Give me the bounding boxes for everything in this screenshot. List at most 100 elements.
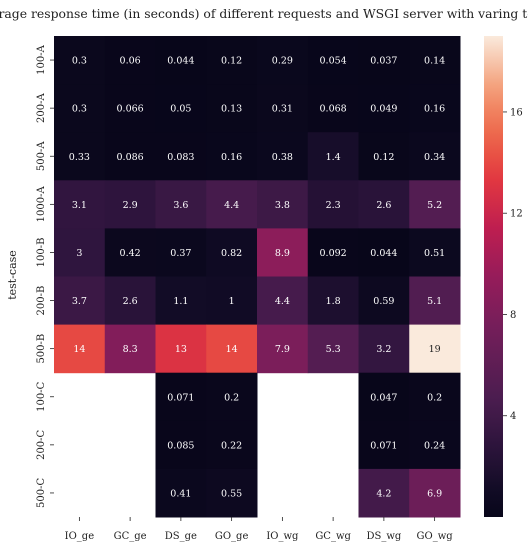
cell-value-label: 19 [429, 344, 441, 355]
heatmap-cell [104, 36, 156, 85]
cell-value-label: 0.3 [72, 56, 87, 67]
cell-value-label: 0.071 [167, 392, 194, 403]
cell-value-label: 0.05 [170, 104, 191, 115]
heatmap-cell [54, 132, 106, 181]
heatmap-cell [257, 180, 309, 229]
heatmap-cell [409, 276, 461, 326]
heatmap-cell [358, 276, 410, 326]
heatmap-cell [409, 36, 461, 85]
heatmap-cell [206, 84, 258, 133]
heatmap-cell [155, 228, 207, 277]
cell-value-label: 0.066 [117, 104, 144, 115]
cell-value-label: 0.092 [320, 248, 347, 259]
cell-value-label: 1.8 [326, 296, 341, 307]
heatmap-cell [257, 324, 309, 374]
cell-value-label: 0.2 [224, 392, 239, 403]
heatmap-cell [358, 420, 410, 470]
cell-value-label: 2.6 [376, 200, 391, 211]
heatmap-cell [358, 84, 410, 133]
heatmap-cell [104, 228, 156, 277]
cell-value-label: 0.16 [424, 104, 445, 115]
y-tick-label: 500-B [36, 334, 47, 364]
heatmap-cell [206, 372, 258, 422]
x-tick-label: DS_wg [366, 531, 401, 542]
heatmap-cell [155, 84, 207, 133]
y-tick-label: 500-C [36, 478, 47, 508]
cell-value-label: 0.55 [221, 488, 242, 499]
heatmap-cell [104, 180, 156, 229]
heatmap-cell [409, 324, 461, 374]
heatmap-cell [257, 84, 309, 133]
cell-value-label: 2.6 [123, 296, 138, 307]
x-tick-label: GO_wg [417, 531, 454, 542]
cell-value-label: 3.7 [72, 296, 87, 307]
y-tick-label: 100-A [36, 44, 47, 74]
heatmap-cell [307, 36, 359, 85]
cell-value-label: 0.086 [117, 152, 144, 163]
y-axis-label: test-case [6, 250, 19, 300]
heatmap-cell [54, 324, 106, 374]
heatmap-cell [257, 228, 309, 277]
heatmap-cell [155, 420, 207, 470]
y-tick-label: 200-B [36, 286, 47, 316]
colorbar-tick-label: 12 [510, 209, 523, 220]
cell-value-label: 4.4 [275, 296, 290, 307]
cell-value-label: 0.037 [370, 56, 397, 67]
heatmap-cell [206, 132, 258, 181]
heatmap-cell [409, 468, 461, 518]
cell-value-label: 0.085 [167, 440, 194, 451]
heatmap-cell [155, 180, 207, 229]
cell-value-label: 5.2 [427, 200, 442, 211]
y-tick-label: 100-B [36, 238, 47, 268]
cell-value-label: 0.38 [272, 152, 293, 163]
cell-value-label: 2.9 [123, 200, 138, 211]
cell-value-label: 1.4 [326, 152, 341, 163]
heatmap-cell [206, 420, 258, 470]
heatmap-cell [307, 276, 359, 326]
heatmap-cell [409, 420, 461, 470]
heatmap-cell [206, 180, 258, 229]
cell-value-label: 2.3 [326, 200, 341, 211]
heatmap-cell [358, 228, 410, 277]
cell-value-label: 0.34 [424, 152, 445, 163]
cell-value-label: 0.049 [370, 104, 397, 115]
cell-value-label: 14 [73, 344, 85, 355]
colorbar-tick-label: 16 [510, 107, 523, 118]
heatmap-cell [307, 180, 359, 229]
cell-value-label: 0.59 [373, 296, 394, 307]
cell-value-label: 3.1 [72, 200, 87, 211]
heatmap-cell [307, 84, 359, 133]
cell-value-label: 1 [229, 296, 235, 307]
chart-title: Average response time (in seconds) of di… [0, 6, 528, 21]
heatmap-cell [257, 36, 309, 85]
cell-value-label: 0.82 [221, 248, 242, 259]
colorbar-tick-label: 8 [510, 310, 516, 321]
heatmap-cell [54, 84, 106, 133]
heatmap-cell [54, 276, 106, 326]
colorbar [484, 36, 503, 517]
heatmap-cells: 0.3 0.06 0.044 0.12 0.29 0.054 0.037 0.14 0.3 0.0… [54, 36, 461, 518]
cell-value-label: 0.51 [424, 248, 445, 259]
cell-value-label: 0.22 [221, 440, 242, 451]
y-tick-label: 200-A [36, 93, 47, 123]
cell-value-label: 0.12 [373, 152, 394, 163]
cell-value-label: 0.054 [320, 56, 347, 67]
cell-value-label: 0.31 [272, 104, 293, 115]
cell-value-label: 0.16 [221, 152, 242, 163]
cell-value-label: 7.9 [275, 344, 290, 355]
heatmap-cell [155, 372, 207, 422]
heatmap-cell [358, 372, 410, 422]
heatmap-cell [155, 36, 207, 85]
cell-value-label: 13 [175, 344, 187, 355]
heatmap-cell [155, 276, 207, 326]
colorbar-ticks: 4 8 12 16 [503, 107, 523, 422]
cell-value-label: 0.068 [320, 104, 347, 115]
x-tick-label: IO_ge [65, 531, 95, 542]
heatmap-cell [206, 276, 258, 326]
heatmap-cell [358, 324, 410, 374]
colorbar-tick-label: 4 [510, 411, 516, 422]
heatmap-cell [409, 132, 461, 181]
cell-value-label: 0.12 [221, 56, 242, 67]
cell-value-label: 0.047 [370, 392, 397, 403]
